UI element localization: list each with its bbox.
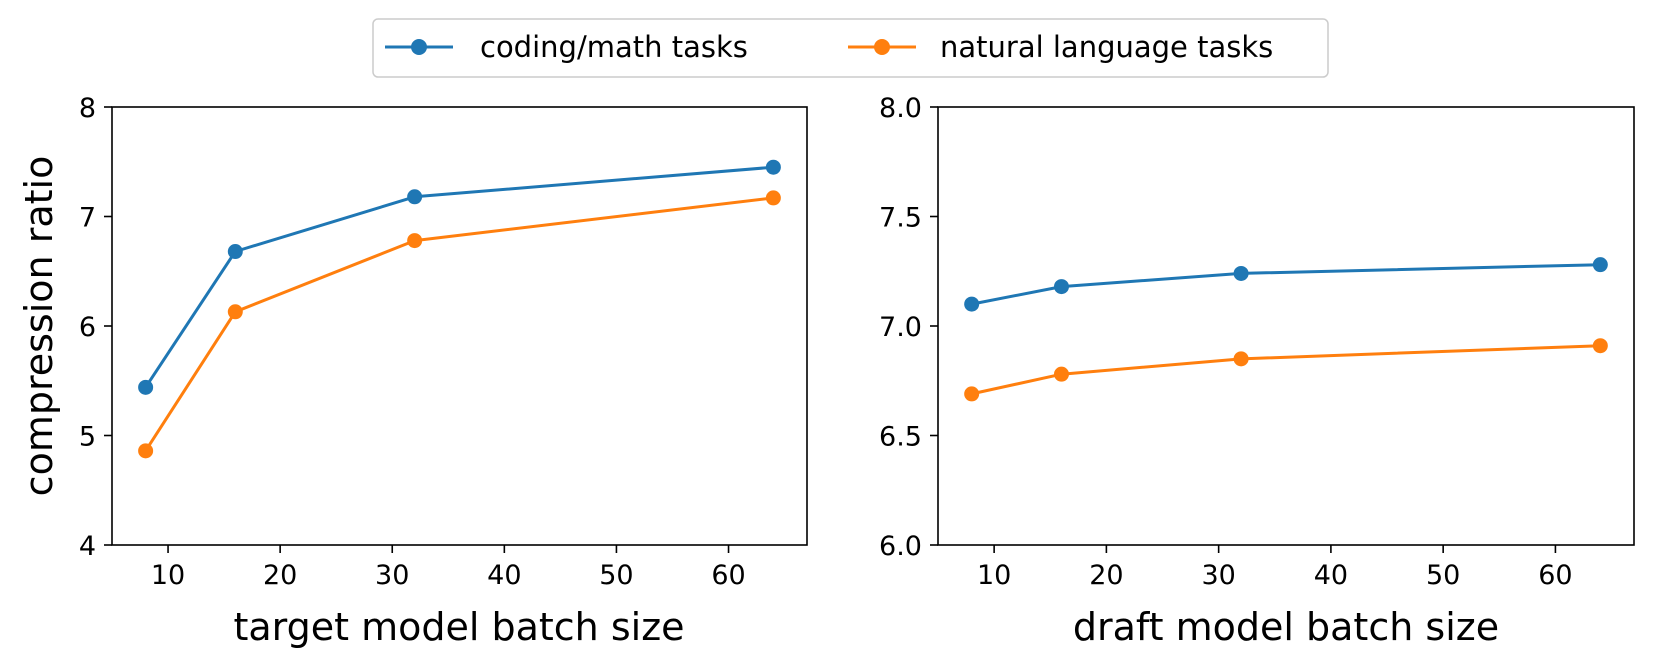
right-x-tick-label: 60 [1538,560,1572,591]
right-y-tick-label: 7.5 [879,203,922,234]
left-chart-panel: 10 20 30 40 50 60 4 5 6 7 8 target model batch siz… [17,93,808,649]
right-x-tick-label: 50 [1426,560,1460,591]
left-point-coding [407,189,423,205]
left-point-natural [138,443,154,459]
right-point-natural [1592,338,1608,354]
right-point-natural [1233,351,1249,367]
left-x-tick-label: 30 [375,560,409,591]
right-x-tick-label: 10 [977,560,1011,591]
right-point-coding [964,296,980,312]
legend-label-coding: coding/math tasks [480,30,748,64]
left-point-coding [227,244,243,260]
left-x-tick-label: 10 [151,560,185,591]
right-x-tick-label: 40 [1314,560,1348,591]
left-x-tick-label: 50 [599,560,633,591]
right-x-tick-label: 30 [1201,560,1235,591]
right-point-natural [964,386,980,402]
legend: coding/math tasks natural language tasks [372,18,1329,78]
left-y-tick-label: 7 [79,203,96,234]
left-x-axis-label: target model batch size [233,605,684,649]
right-point-coding [1592,257,1608,273]
left-series-line-natural [144,196,774,452]
left-y-tick-label: 8 [79,93,96,124]
left-x-tick-label: 20 [263,560,297,591]
right-point-coding [1233,265,1249,281]
left-y-axis-label: compression ratio [17,156,61,497]
right-x-tick-label: 20 [1089,560,1123,591]
left-y-tick-label: 6 [79,312,96,343]
left-y-tick-label: 5 [79,422,96,453]
left-point-natural [407,233,423,249]
left-series-line-coding [144,165,774,389]
left-point-coding [765,159,781,175]
right-y-tick-label: 6.5 [879,422,922,453]
right-point-natural [1053,366,1069,382]
right-y-tick-label: 6.0 [879,531,922,562]
left-x-tick-label: 60 [711,560,745,591]
right-plot-frame [937,106,1635,546]
right-chart-panel: 10 20 30 40 50 60 6.0 6.5 7.0 7.5 8.0 draft model … [879,93,1635,649]
legend-label-natural: natural language tasks [940,30,1273,64]
right-point-coding [1053,279,1069,295]
left-point-natural [227,304,243,320]
right-y-tick-label: 8.0 [879,93,922,124]
left-point-coding [138,379,154,395]
right-y-tick-label: 7.0 [879,312,922,343]
left-x-tick-label: 40 [487,560,521,591]
legend-marker-natural [874,39,890,55]
right-series-line-coding [971,263,1601,306]
left-point-natural [765,190,781,206]
right-series-line-natural [971,344,1601,396]
right-x-axis-label: draft model batch size [1073,605,1499,649]
legend-marker-coding [411,39,427,55]
left-y-tick-label: 4 [79,531,96,562]
